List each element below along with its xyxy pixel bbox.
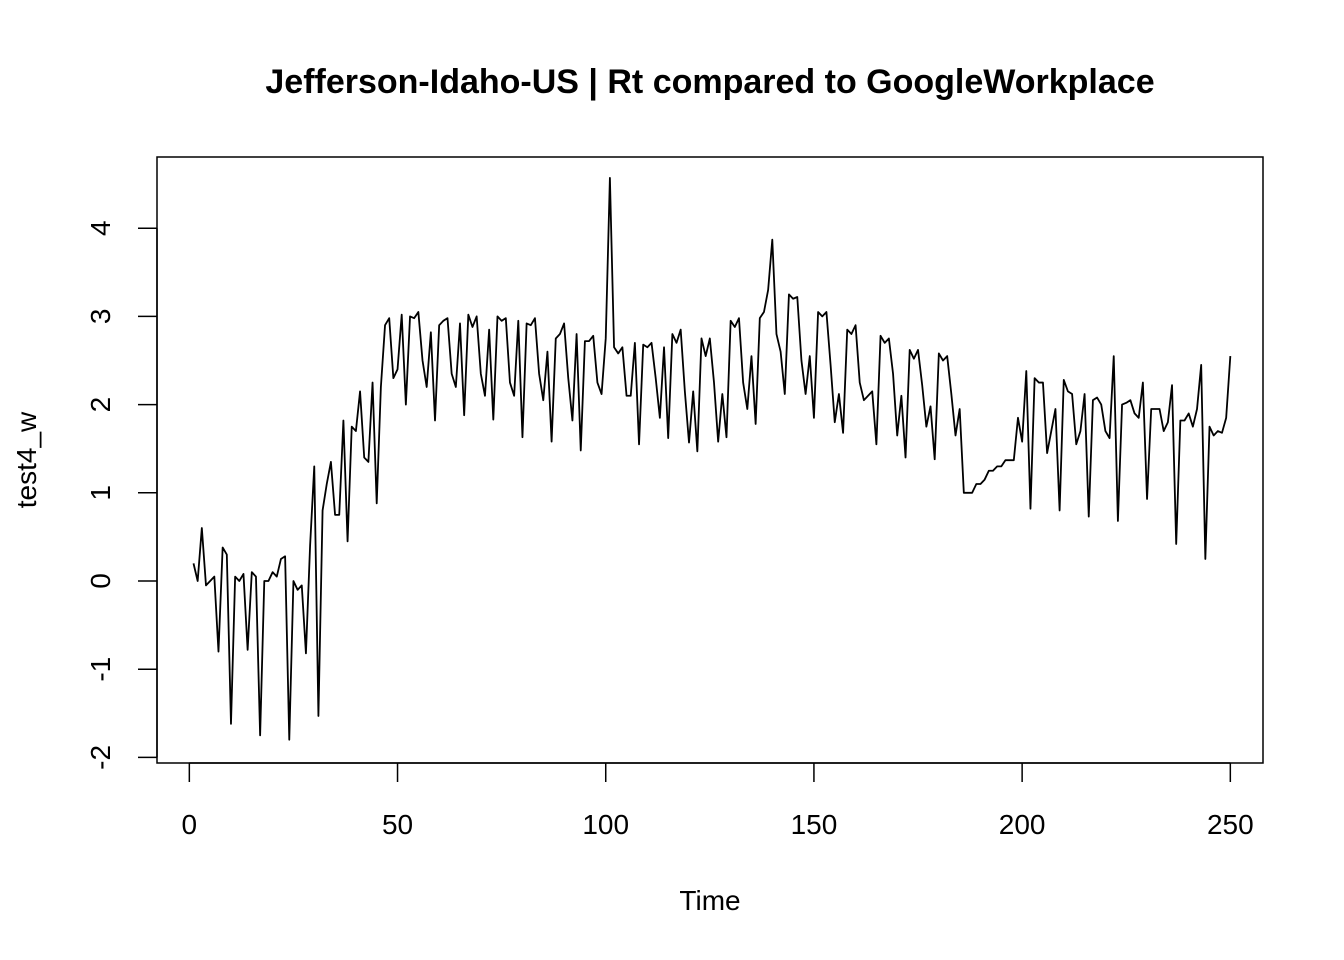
y-axis-label: test4_w (11, 411, 42, 508)
x-tick-label: 150 (791, 809, 838, 840)
y-tick-label: -2 (85, 745, 116, 770)
x-tick-label: 200 (999, 809, 1046, 840)
y-axis: -2 -1 0 1 2 3 4 (85, 220, 158, 770)
data-series (192, 177, 1232, 741)
x-tick-label: 250 (1207, 809, 1254, 840)
x-axis-label: Time (679, 885, 740, 916)
y-tick-label: 4 (85, 220, 116, 236)
chart-title: Jefferson-Idaho-US | Rt compared to Goog… (265, 63, 1154, 101)
x-tick-label: 50 (382, 809, 413, 840)
plot-frame (156, 156, 1264, 764)
x-axis: 0 50 100 150 200 250 (182, 762, 1254, 840)
y-tick-label: 3 (85, 309, 116, 325)
y-tick-label: 1 (85, 485, 116, 501)
y-tick-label: -1 (85, 657, 116, 682)
series-line (192, 177, 1232, 741)
y-tick-label: 0 (85, 573, 116, 589)
x-tick-label: 100 (582, 809, 629, 840)
y-tick-label: 2 (85, 397, 116, 413)
x-tick-label: 0 (182, 809, 198, 840)
